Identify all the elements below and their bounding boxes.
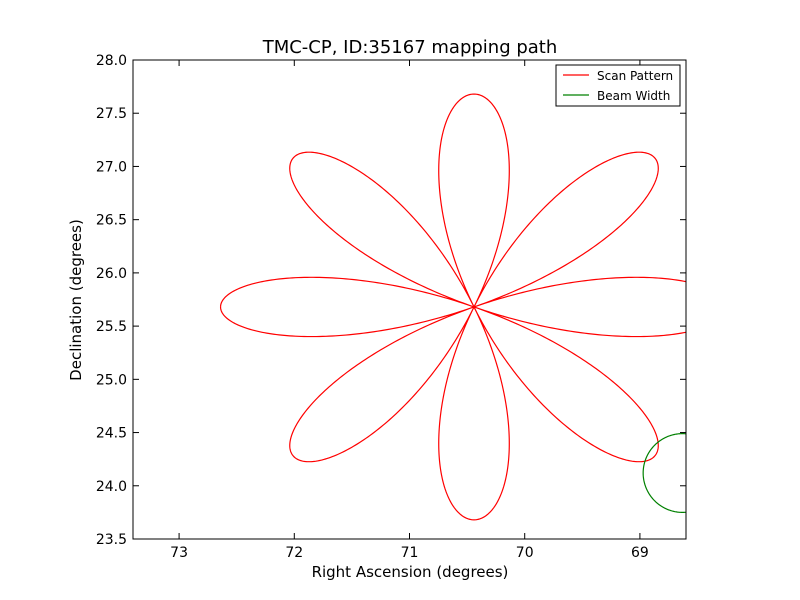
y-tick-label: 25.5 bbox=[96, 319, 127, 335]
y-tick-label: 24.5 bbox=[96, 426, 127, 442]
y-tick-label: 26.0 bbox=[96, 266, 127, 282]
x-axis-label: Right Ascension (degrees) bbox=[312, 563, 509, 581]
y-tick-label: 24.0 bbox=[96, 479, 127, 495]
chart-title: TMC-CP, ID:35167 mapping path bbox=[262, 37, 558, 58]
x-tick-label: 72 bbox=[285, 545, 303, 561]
legend-box bbox=[555, 64, 681, 107]
y-tick-label: 26.5 bbox=[96, 213, 127, 229]
plot-frame bbox=[132, 59, 687, 540]
series-line-beam-width bbox=[642, 433, 686, 513]
y-axis-label: Declination (degrees) bbox=[67, 219, 85, 381]
y-tick-label: 27.5 bbox=[96, 106, 127, 122]
y-tick-label: 28.0 bbox=[96, 53, 127, 69]
legend-label-beam-width: Beam Width bbox=[597, 89, 670, 103]
y-tick-label: 25.0 bbox=[96, 372, 127, 388]
x-tick-label: 69 bbox=[631, 545, 649, 561]
x-tick-label: 71 bbox=[401, 545, 419, 561]
series-line-scan-pattern bbox=[219, 93, 686, 521]
y-tick-label: 23.5 bbox=[96, 532, 127, 548]
series-layer bbox=[219, 93, 686, 521]
legend-label-scan-pattern: Scan Pattern bbox=[597, 69, 673, 83]
plot-area bbox=[133, 60, 686, 539]
y-tick-label: 27.0 bbox=[96, 159, 127, 175]
legend: Scan Pattern Beam Width bbox=[555, 64, 681, 107]
x-tick-label: 70 bbox=[516, 545, 534, 561]
tick-layer: 73 72 71 70 69 23.5 24.0 24.5 25.0 25.5 26.0 26.5 27… bbox=[96, 53, 686, 561]
x-tick-label: 73 bbox=[170, 545, 188, 561]
